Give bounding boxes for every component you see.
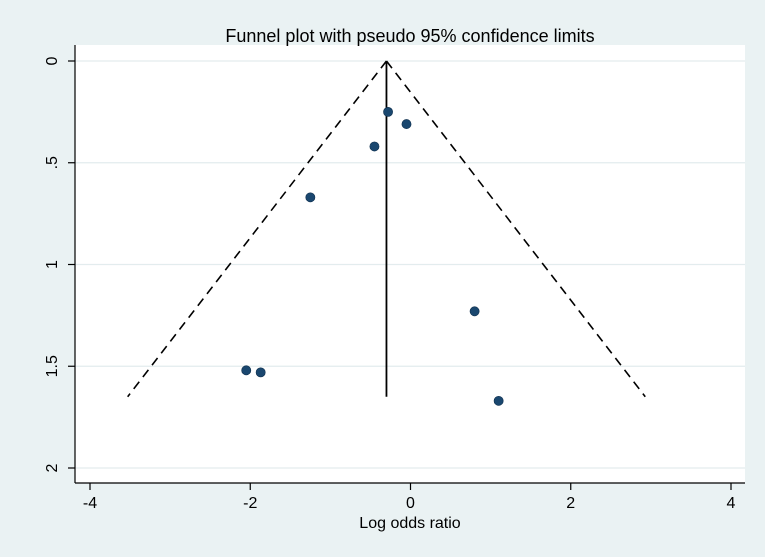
x-tick-label: -2 bbox=[243, 495, 257, 512]
confidence-limit-lines bbox=[127, 60, 646, 398]
x-axis-title: Log odds ratio bbox=[359, 515, 461, 532]
study-point bbox=[493, 395, 504, 406]
study-points bbox=[241, 106, 504, 406]
y-tick-label: .5 bbox=[44, 156, 61, 169]
study-point bbox=[383, 106, 393, 117]
x-tick-label: 0 bbox=[406, 495, 415, 512]
chart-title: Funnel plot with pseudo 95% confidence l… bbox=[225, 26, 594, 46]
study-point bbox=[469, 306, 480, 317]
lower-confidence-limit-line bbox=[127, 60, 388, 398]
gridlines bbox=[75, 60, 745, 469]
axes: -4 -2 0 2 4 0 .5 1 1.5 2 bbox=[44, 45, 745, 512]
x-tick-label: -4 bbox=[83, 495, 97, 512]
study-point bbox=[369, 141, 380, 152]
x-tick-label: 4 bbox=[727, 495, 736, 512]
x-tick-label: 2 bbox=[566, 495, 575, 512]
y-tick-label: 2 bbox=[44, 463, 61, 472]
y-tick-label: 1.5 bbox=[44, 355, 61, 377]
study-point bbox=[305, 192, 316, 203]
study-point bbox=[241, 365, 252, 376]
upper-confidence-limit-line bbox=[385, 60, 646, 398]
study-point bbox=[401, 119, 412, 129]
y-tick-label: 0 bbox=[44, 56, 61, 65]
y-tick-label: 1 bbox=[44, 260, 61, 269]
study-point bbox=[255, 367, 266, 378]
